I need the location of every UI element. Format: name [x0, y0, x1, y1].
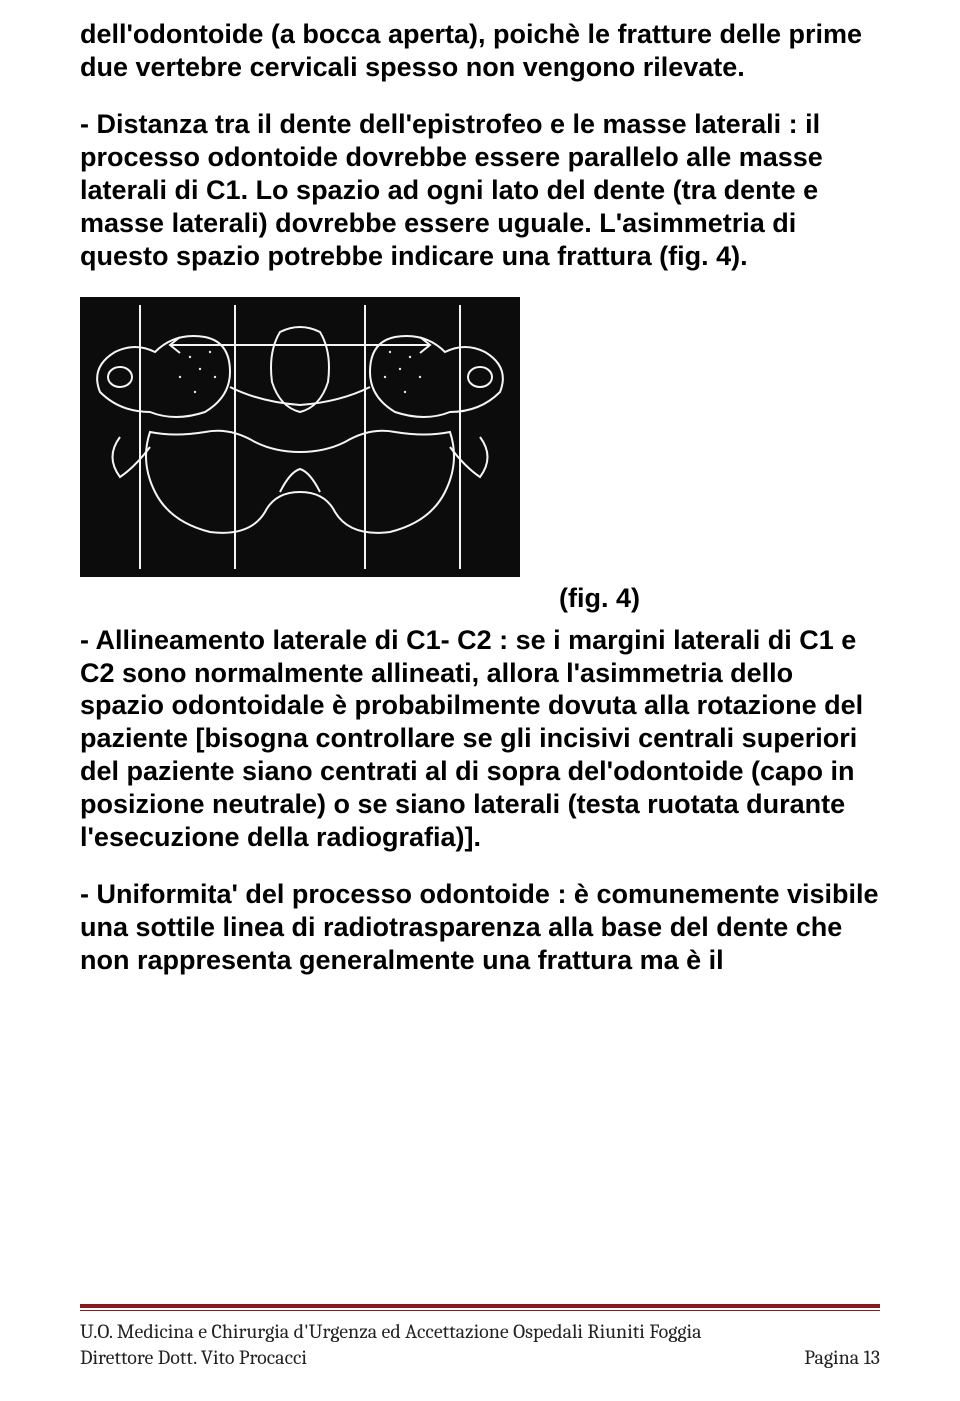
footer-rule-thin: [80, 1310, 880, 1311]
figure-4-wrapper: [80, 297, 880, 577]
footer-rule-thick: [80, 1304, 880, 1308]
page-footer: U.O. Medicina e Chirurgia d'Urgenza ed A…: [80, 1304, 880, 1371]
footer-left: U.O. Medicina e Chirurgia d'Urgenza ed A…: [80, 1319, 702, 1371]
figure-4-image: [80, 297, 520, 577]
paragraph-4: - Uniformita' del processo odontoide : è…: [80, 878, 880, 977]
figure-4-caption: (fig. 4): [80, 583, 880, 614]
footer-text-row: U.O. Medicina e Chirurgia d'Urgenza ed A…: [80, 1319, 880, 1371]
footer-line1: U.O. Medicina e Chirurgia d'Urgenza ed A…: [80, 1320, 702, 1343]
footer-page-number: Pagina 13: [804, 1345, 880, 1371]
paragraph-2: - Distanza tra il dente dell'epistrofeo …: [80, 108, 880, 273]
document-page: dell'odontoide (a bocca aperta), poichè …: [0, 0, 960, 1401]
paragraph-1: dell'odontoide (a bocca aperta), poichè …: [80, 18, 880, 84]
footer-line2: Direttore Dott. Vito Procacci: [80, 1346, 307, 1369]
vertebra-diagram-icon: [80, 297, 520, 577]
paragraph-3: - Allineamento laterale di C1- C2 : se i…: [80, 624, 880, 855]
